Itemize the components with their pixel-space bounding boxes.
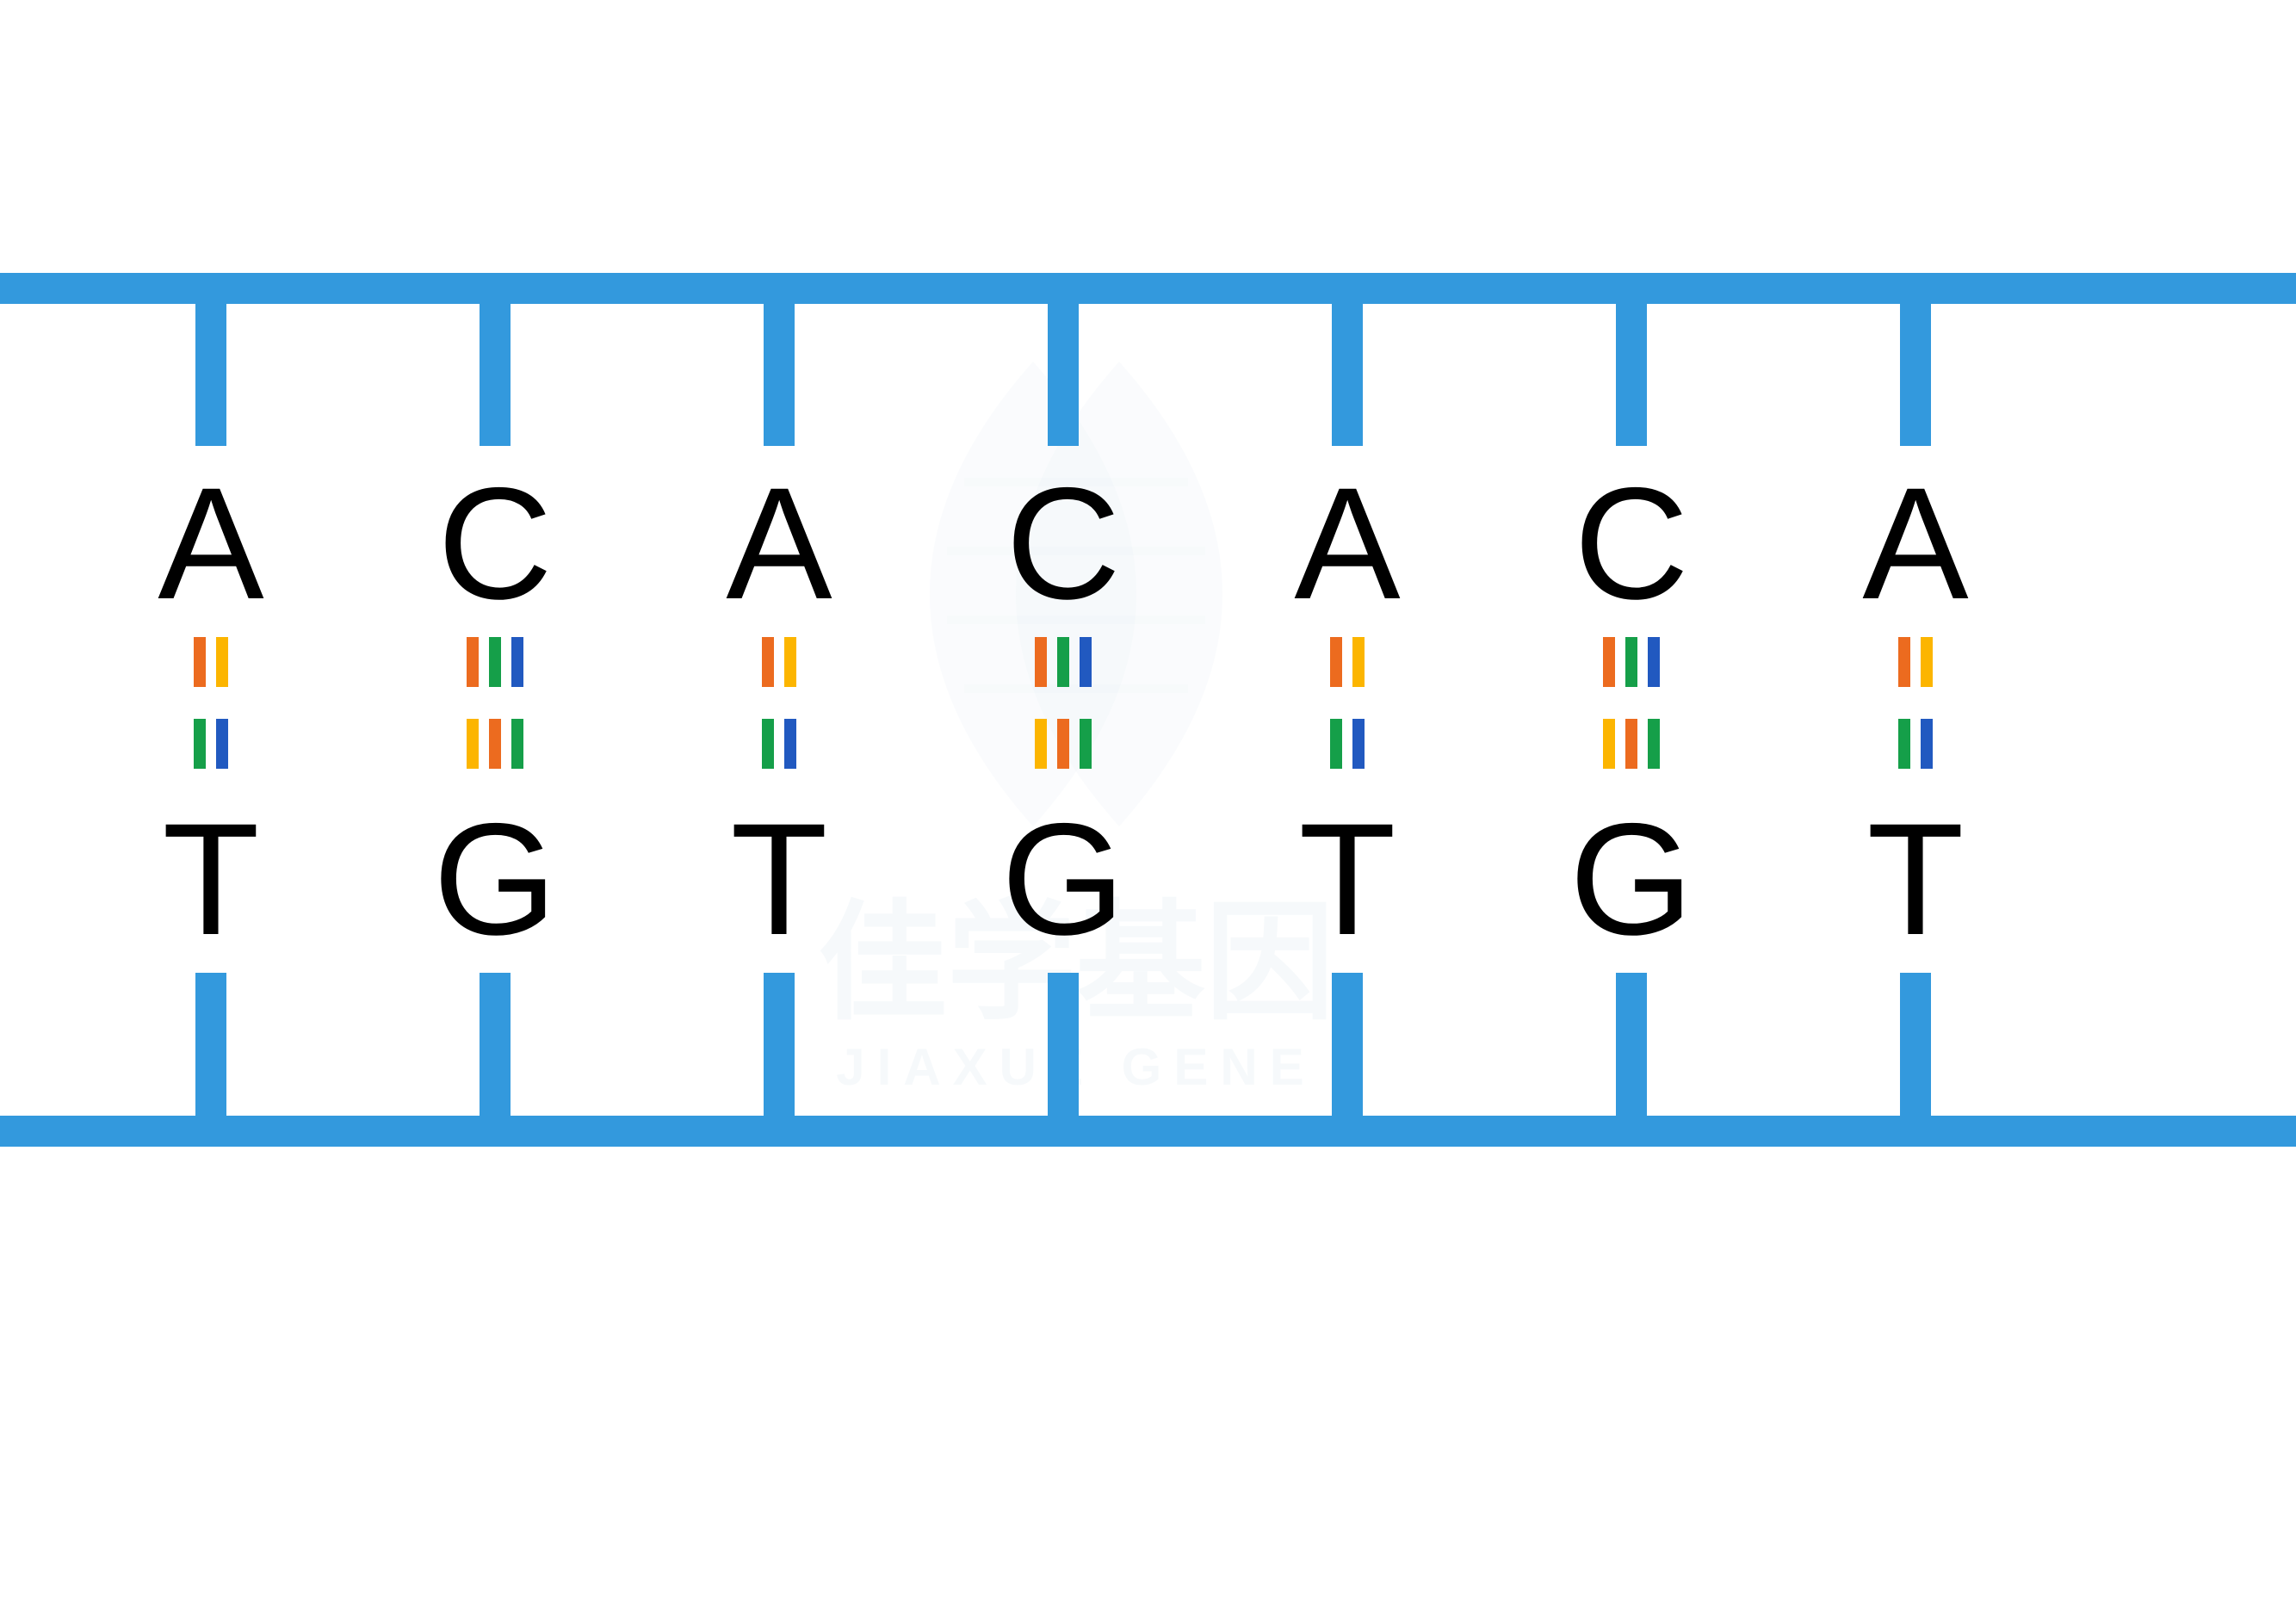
base-top: A bbox=[726, 455, 832, 633]
base-bottom: T bbox=[1866, 791, 1964, 968]
base-top: A bbox=[158, 455, 264, 633]
base-top: C bbox=[1006, 455, 1121, 633]
dna-diagram: 佳学基因 JIAXUE GENE ATCGATCGATCGAT bbox=[0, 0, 2296, 1621]
base-bottom: G bbox=[1569, 791, 1693, 968]
base-bottom: G bbox=[433, 791, 557, 968]
base-top: A bbox=[1862, 455, 1969, 633]
base-top: A bbox=[1294, 455, 1401, 633]
base-bottom: T bbox=[1298, 791, 1396, 968]
base-top: C bbox=[1574, 455, 1689, 633]
base-bottom: T bbox=[730, 791, 827, 968]
base-bottom: T bbox=[162, 791, 259, 968]
base-bottom: G bbox=[1001, 791, 1125, 968]
base-top: C bbox=[437, 455, 553, 633]
